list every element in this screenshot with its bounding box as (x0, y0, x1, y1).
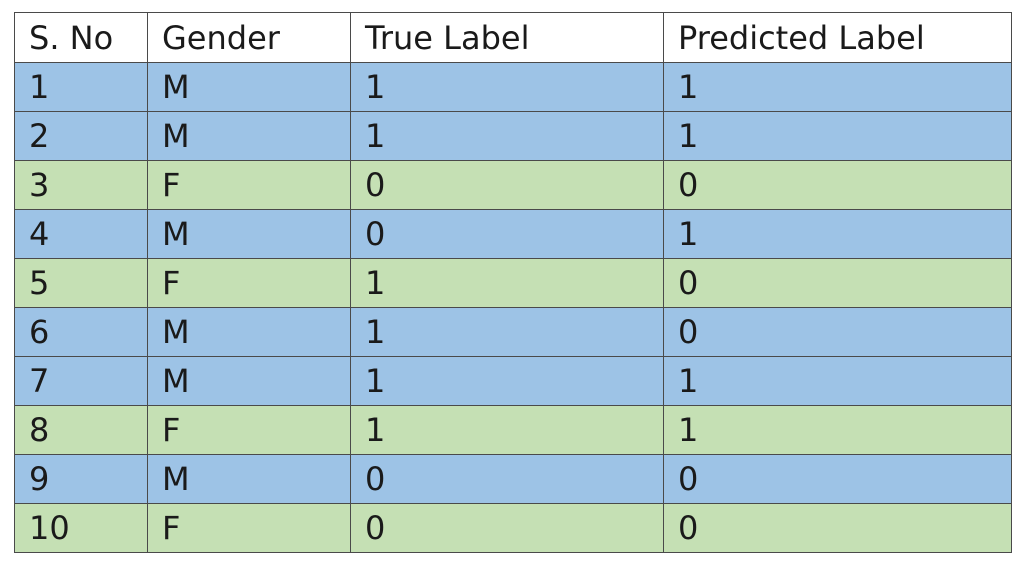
cell-predicted-label: 1 (663, 209, 1012, 259)
column-header-sno: S. No (14, 12, 148, 63)
column-header-true-label: True Label (350, 12, 664, 63)
labels-table: S. No Gender True Label Predicted Label … (14, 12, 1012, 553)
cell-predicted-label: 1 (663, 405, 1012, 455)
table-row: 3 F 0 0 (14, 160, 1012, 210)
cell-true-label: 0 (350, 454, 664, 504)
cell-predicted-label: 0 (663, 503, 1012, 553)
cell-true-label: 1 (350, 258, 664, 308)
table-row: 2 M 1 1 (14, 111, 1012, 161)
cell-gender: M (147, 209, 351, 259)
cell-predicted-label: 1 (663, 356, 1012, 406)
cell-sno: 8 (14, 405, 148, 455)
column-header-predicted-label: Predicted Label (663, 12, 1012, 63)
cell-sno: 1 (14, 62, 148, 112)
cell-sno: 6 (14, 307, 148, 357)
cell-gender: M (147, 307, 351, 357)
cell-sno: 7 (14, 356, 148, 406)
cell-sno: 4 (14, 209, 148, 259)
table-row: 1 M 1 1 (14, 62, 1012, 112)
table-row: 9 M 0 0 (14, 454, 1012, 504)
cell-predicted-label: 0 (663, 454, 1012, 504)
table-row: 5 F 1 0 (14, 258, 1012, 308)
cell-true-label: 1 (350, 62, 664, 112)
cell-gender: M (147, 62, 351, 112)
table-row: 10 F 0 0 (14, 503, 1012, 553)
column-header-gender: Gender (147, 12, 351, 63)
cell-sno: 2 (14, 111, 148, 161)
cell-true-label: 1 (350, 356, 664, 406)
table-row: 6 M 1 0 (14, 307, 1012, 357)
cell-true-label: 0 (350, 503, 664, 553)
cell-sno: 5 (14, 258, 148, 308)
cell-true-label: 1 (350, 111, 664, 161)
cell-gender: M (147, 111, 351, 161)
labels-table-container: S. No Gender True Label Predicted Label … (14, 12, 1012, 553)
cell-predicted-label: 1 (663, 111, 1012, 161)
cell-true-label: 1 (350, 405, 664, 455)
cell-true-label: 0 (350, 209, 664, 259)
cell-predicted-label: 1 (663, 62, 1012, 112)
cell-gender: F (147, 503, 351, 553)
table-row: 8 F 1 1 (14, 405, 1012, 455)
cell-predicted-label: 0 (663, 258, 1012, 308)
cell-true-label: 0 (350, 160, 664, 210)
cell-sno: 10 (14, 503, 148, 553)
cell-predicted-label: 0 (663, 307, 1012, 357)
table-row: 7 M 1 1 (14, 356, 1012, 406)
cell-true-label: 1 (350, 307, 664, 357)
cell-sno: 3 (14, 160, 148, 210)
cell-sno: 9 (14, 454, 148, 504)
table-header-row: S. No Gender True Label Predicted Label (14, 12, 1012, 63)
cell-gender: F (147, 258, 351, 308)
cell-predicted-label: 0 (663, 160, 1012, 210)
cell-gender: F (147, 405, 351, 455)
table-row: 4 M 0 1 (14, 209, 1012, 259)
cell-gender: M (147, 356, 351, 406)
cell-gender: M (147, 454, 351, 504)
cell-gender: F (147, 160, 351, 210)
